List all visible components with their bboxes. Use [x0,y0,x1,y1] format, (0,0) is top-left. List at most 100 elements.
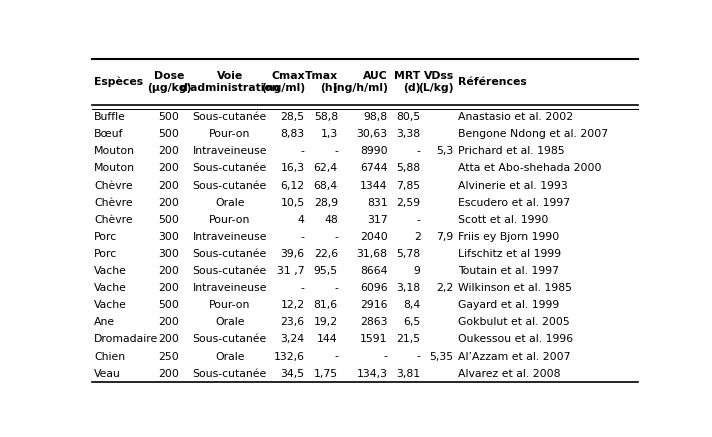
Text: -: - [384,351,387,361]
Text: 5,88: 5,88 [397,163,421,173]
Text: 39,6: 39,6 [281,249,305,259]
Text: 5,3: 5,3 [436,146,454,156]
Text: 31 ,7: 31 ,7 [277,266,305,276]
Text: 3,81: 3,81 [397,369,421,378]
Text: Intraveineuse: Intraveineuse [192,283,267,293]
Text: 9: 9 [414,266,421,276]
Text: 3,38: 3,38 [397,129,421,139]
Text: Porc: Porc [94,249,117,259]
Text: 8,4: 8,4 [404,300,421,310]
Text: Chèvre: Chèvre [94,180,132,191]
Text: 1,3: 1,3 [320,129,338,139]
Text: Ane: Ane [94,317,115,327]
Text: 200: 200 [159,369,179,378]
Text: VDss
(L/kg): VDss (L/kg) [418,71,454,93]
Text: 200: 200 [159,180,179,191]
Text: 200: 200 [159,317,179,327]
Text: 132,6: 132,6 [273,351,305,361]
Text: -: - [301,146,305,156]
Text: Scott et al. 1990: Scott et al. 1990 [458,215,548,225]
Text: -: - [334,232,338,242]
Text: AUC
(ng/h/ml): AUC (ng/h/ml) [332,71,387,93]
Text: Alvinerie et al. 1993: Alvinerie et al. 1993 [458,180,568,191]
Text: Sous-cutanée: Sous-cutanée [192,163,267,173]
Text: Intraveineuse: Intraveineuse [192,146,267,156]
Text: 95,5: 95,5 [314,266,338,276]
Text: Porc: Porc [94,232,117,242]
Text: 8990: 8990 [360,146,387,156]
Text: Sous-cutanée: Sous-cutanée [192,334,267,344]
Text: Intraveineuse: Intraveineuse [192,232,267,242]
Text: 500: 500 [159,112,179,122]
Text: 5,78: 5,78 [397,249,421,259]
Text: Voie
d'administration: Voie d'administration [179,71,280,93]
Text: Espèces: Espèces [94,76,143,87]
Text: 68,4: 68,4 [314,180,338,191]
Text: 7,85: 7,85 [397,180,421,191]
Text: 4: 4 [298,215,305,225]
Text: Pour-on: Pour-on [209,129,251,139]
Text: 2916: 2916 [360,300,387,310]
Text: 300: 300 [159,232,179,242]
Text: 16,3: 16,3 [281,163,305,173]
Text: 500: 500 [159,129,179,139]
Text: Vache: Vache [94,300,127,310]
Text: MRT
(d): MRT (d) [394,71,421,93]
Text: Gokbulut et al. 2005: Gokbulut et al. 2005 [458,317,570,327]
Text: Mouton: Mouton [94,146,135,156]
Text: Bengone Ndong et al. 2007: Bengone Ndong et al. 2007 [458,129,608,139]
Text: Toutain et al. 1997: Toutain et al. 1997 [458,266,559,276]
Text: Orale: Orale [215,351,244,361]
Text: Oukessou et al. 1996: Oukessou et al. 1996 [458,334,573,344]
Text: 5,35: 5,35 [429,351,454,361]
Text: Bœuf: Bœuf [94,129,123,139]
Text: 6,12: 6,12 [281,180,305,191]
Text: 1591: 1591 [360,334,387,344]
Text: 6,5: 6,5 [404,317,421,327]
Text: Vache: Vache [94,283,127,293]
Text: 48: 48 [324,215,338,225]
Text: 81,6: 81,6 [314,300,338,310]
Text: Al’Azzam et al. 2007: Al’Azzam et al. 2007 [458,351,570,361]
Text: 98,8: 98,8 [363,112,387,122]
Text: Sous-cutanée: Sous-cutanée [192,266,267,276]
Text: 62,4: 62,4 [314,163,338,173]
Text: 12,2: 12,2 [281,300,305,310]
Text: -: - [417,215,421,225]
Text: Pour-on: Pour-on [209,300,251,310]
Text: Buffle: Buffle [94,112,126,122]
Text: Sous-cutanée: Sous-cutanée [192,369,267,378]
Text: 7,9: 7,9 [436,232,454,242]
Text: 10,5: 10,5 [281,198,305,208]
Text: Gayard et al. 1999: Gayard et al. 1999 [458,300,560,310]
Text: 8664: 8664 [360,266,387,276]
Text: -: - [301,232,305,242]
Text: 2040: 2040 [360,232,387,242]
Text: Chèvre: Chèvre [94,215,132,225]
Text: 21,5: 21,5 [397,334,421,344]
Text: Pour-on: Pour-on [209,215,251,225]
Text: 200: 200 [159,146,179,156]
Text: 200: 200 [159,334,179,344]
Text: 6744: 6744 [360,163,387,173]
Text: 31,68: 31,68 [357,249,387,259]
Text: Anastasio et al. 2002: Anastasio et al. 2002 [458,112,573,122]
Text: Sous-cutanée: Sous-cutanée [192,112,267,122]
Text: Friis ey Bjorn 1990: Friis ey Bjorn 1990 [458,232,560,242]
Text: Sous-cutanée: Sous-cutanée [192,249,267,259]
Text: Veau: Veau [94,369,121,378]
Text: 2,2: 2,2 [436,283,454,293]
Text: Cmax
(ng/ml): Cmax (ng/ml) [261,71,305,93]
Text: Lifschitz et al 1999: Lifschitz et al 1999 [458,249,561,259]
Text: 28,5: 28,5 [281,112,305,122]
Text: Escudero et al. 1997: Escudero et al. 1997 [458,198,570,208]
Text: 28,9: 28,9 [314,198,338,208]
Text: Chien: Chien [94,351,125,361]
Text: 30,63: 30,63 [357,129,387,139]
Text: Références: Références [458,77,527,87]
Text: 2,59: 2,59 [397,198,421,208]
Text: 500: 500 [159,300,179,310]
Text: 58,8: 58,8 [314,112,338,122]
Text: 831: 831 [367,198,387,208]
Text: Atta et Abo-shehada 2000: Atta et Abo-shehada 2000 [458,163,602,173]
